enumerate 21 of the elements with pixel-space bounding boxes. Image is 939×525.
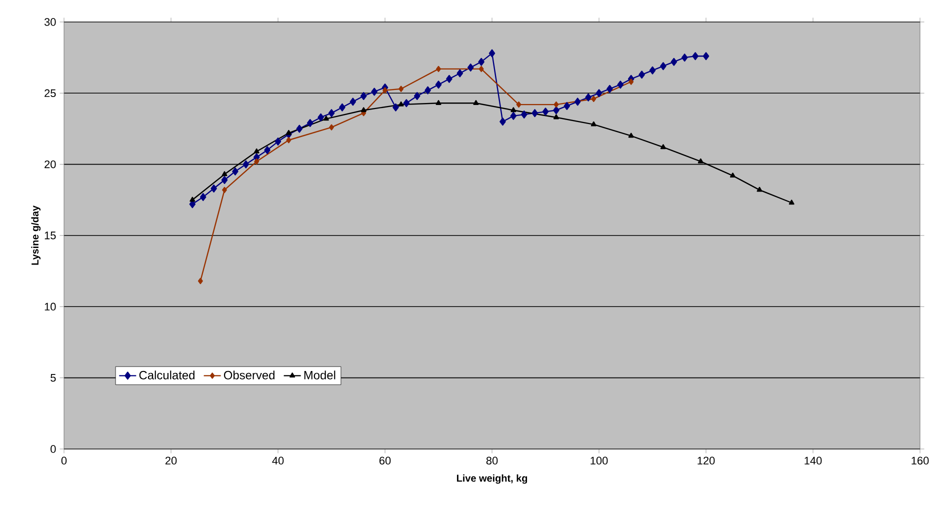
y-tick-label: 30 bbox=[44, 18, 56, 26]
y-tick-label: 25 bbox=[44, 89, 56, 98]
x-tick-label: 140 bbox=[804, 456, 822, 465]
legend-label: Model bbox=[304, 370, 336, 380]
y-axis-title: Lysine g/day bbox=[31, 206, 41, 265]
x-tick-label: 20 bbox=[165, 456, 177, 465]
y-tick-label: 20 bbox=[44, 160, 56, 168]
x-axis-title: Live weight, kg bbox=[456, 474, 528, 484]
x-tick-label: 80 bbox=[486, 456, 498, 465]
legend-label: Observed bbox=[224, 370, 274, 380]
x-tick-label: 60 bbox=[379, 456, 391, 465]
x-tick-label: 0 bbox=[61, 456, 67, 465]
x-tick-label: 160 bbox=[912, 456, 929, 465]
legend-label: Calculated bbox=[139, 370, 194, 380]
y-tick-label: 0 bbox=[50, 445, 56, 453]
x-tick-label: 100 bbox=[590, 456, 608, 465]
y-tick-label: 5 bbox=[50, 374, 56, 382]
y-tick-label: 15 bbox=[44, 232, 56, 240]
x-tick-label: 40 bbox=[272, 456, 284, 465]
x-tick-label: 120 bbox=[698, 456, 715, 465]
y-tick-label: 10 bbox=[44, 302, 56, 311]
